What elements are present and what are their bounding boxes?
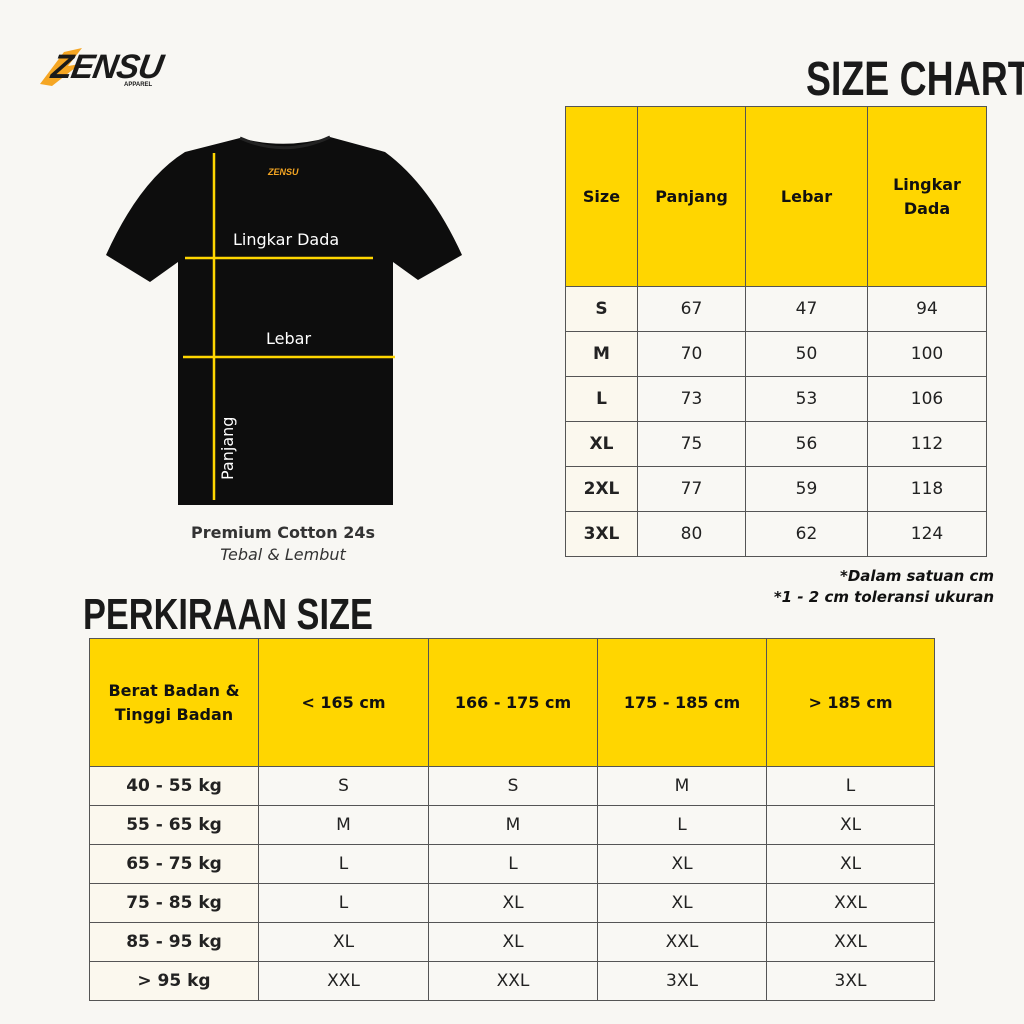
chest-label: Lingkar Dada <box>233 230 340 249</box>
row-label: 3XL <box>565 511 638 557</box>
table-cell: 124 <box>867 511 987 557</box>
table-row: > 95 kg XXL XXL 3XL 3XL <box>89 961 935 1001</box>
table-row: 40 - 55 kg S S M L <box>89 766 935 807</box>
table-cell: 73 <box>637 376 746 422</box>
table-cell: XL <box>597 844 767 885</box>
svg-text:ZENSU: ZENSU <box>267 167 299 177</box>
table-cell: M <box>428 805 598 846</box>
header-height-2: 166 - 175 cm <box>428 637 598 768</box>
row-label: 65 - 75 kg <box>89 844 259 885</box>
row-label: 40 - 55 kg <box>89 766 259 807</box>
table-row: 55 - 65 kg M M L XL <box>89 805 935 846</box>
table-row: 85 - 95 kg XL XL XXL XXL <box>89 922 935 962</box>
table-cell: S <box>428 766 598 807</box>
row-label: 55 - 65 kg <box>89 805 259 846</box>
size-chart-table: Size Panjang Lebar Lingkar Dada S 67 47 94 M… <box>565 106 987 557</box>
table-cell: XXL <box>258 961 429 1001</box>
table-cell: M <box>597 766 767 807</box>
table-cell: 47 <box>745 286 868 332</box>
table-cell: XXL <box>597 922 767 962</box>
table-cell: 50 <box>745 331 868 377</box>
table-row: M 70 50 100 <box>565 331 987 377</box>
table-cell: 80 <box>637 511 746 557</box>
tshirt-diagram: ZENSU <box>106 135 462 505</box>
row-label: M <box>565 331 638 377</box>
table-cell: 100 <box>867 331 987 377</box>
header-weight-height: Berat Badan & Tinggi Badan <box>89 637 259 768</box>
table-cell: XL <box>766 805 935 846</box>
table-cell: XL <box>428 922 598 962</box>
row-label: > 95 kg <box>89 961 259 1001</box>
note-tolerance: *1 - 2 cm toleransi ukuran <box>773 588 994 606</box>
table-cell: 118 <box>867 466 987 512</box>
table-row: S 67 47 94 <box>565 286 987 332</box>
table-cell: L <box>258 844 429 885</box>
row-label: L <box>565 376 638 422</box>
note-unit: *Dalam satuan cm <box>840 567 994 585</box>
table-cell: 53 <box>745 376 868 422</box>
length-label: Panjang <box>218 416 237 480</box>
table-row: 65 - 75 kg L L XL XL <box>89 844 935 885</box>
table-cell: 3XL <box>766 961 935 1001</box>
estimate-table: Berat Badan & Tinggi Badan < 165 cm 166 … <box>89 637 935 1001</box>
table-cell: 70 <box>637 331 746 377</box>
header-panjang: Panjang <box>637 106 746 287</box>
svg-text:APPAREL: APPAREL <box>124 82 153 88</box>
material-desc: Tebal & Lembut <box>220 545 346 564</box>
table-cell: 59 <box>745 466 868 512</box>
table-cell: XL <box>597 883 767 924</box>
header-size: Size <box>565 106 638 287</box>
table-cell: 112 <box>867 421 987 467</box>
table-cell: L <box>258 883 429 924</box>
table-row: 3XL 80 62 124 <box>565 511 987 557</box>
header-height-1: < 165 cm <box>258 637 429 768</box>
table-cell: S <box>258 766 429 807</box>
table-cell: XL <box>428 883 598 924</box>
table-cell: 3XL <box>597 961 767 1001</box>
table-cell: 77 <box>637 466 746 512</box>
table-cell: XL <box>258 922 429 962</box>
row-label: XL <box>565 421 638 467</box>
table-row: XL 75 56 112 <box>565 421 987 467</box>
material-title: Premium Cotton 24s <box>190 523 376 542</box>
table-cell: L <box>428 844 598 885</box>
table-row: 2XL 77 59 118 <box>565 466 987 512</box>
header-height-4: > 185 cm <box>766 637 935 768</box>
row-label: S <box>565 286 638 332</box>
header-height-3: 175 - 185 cm <box>597 637 767 768</box>
width-label: Lebar <box>266 329 312 348</box>
header-lebar: Lebar <box>745 106 868 287</box>
brand-logo: ZENSU APPAREL <box>34 44 174 90</box>
logo-text: ZENSU <box>48 48 168 86</box>
row-label: 2XL <box>565 466 638 512</box>
table-cell: 106 <box>867 376 987 422</box>
row-label: 75 - 85 kg <box>89 883 259 924</box>
table-cell: 75 <box>637 421 746 467</box>
table-cell: XXL <box>766 922 935 962</box>
table-cell: M <box>258 805 429 846</box>
table-cell: XL <box>766 844 935 885</box>
size-chart-title: SIZE CHART <box>806 53 1024 106</box>
table-cell: L <box>766 766 935 807</box>
row-label: 85 - 95 kg <box>89 922 259 962</box>
estimate-title: PERKIRAAN SIZE <box>83 590 373 639</box>
table-row: 75 - 85 kg L XL XL XXL <box>89 883 935 924</box>
table-cell: 62 <box>745 511 868 557</box>
table-cell: 56 <box>745 421 868 467</box>
table-cell: XXL <box>428 961 598 1001</box>
table-row: L 73 53 106 <box>565 376 987 422</box>
table-cell: 67 <box>637 286 746 332</box>
header-lingkar-dada: Lingkar Dada <box>867 106 987 287</box>
table-cell: 94 <box>867 286 987 332</box>
table-cell: L <box>597 805 767 846</box>
table-cell: XXL <box>766 883 935 924</box>
